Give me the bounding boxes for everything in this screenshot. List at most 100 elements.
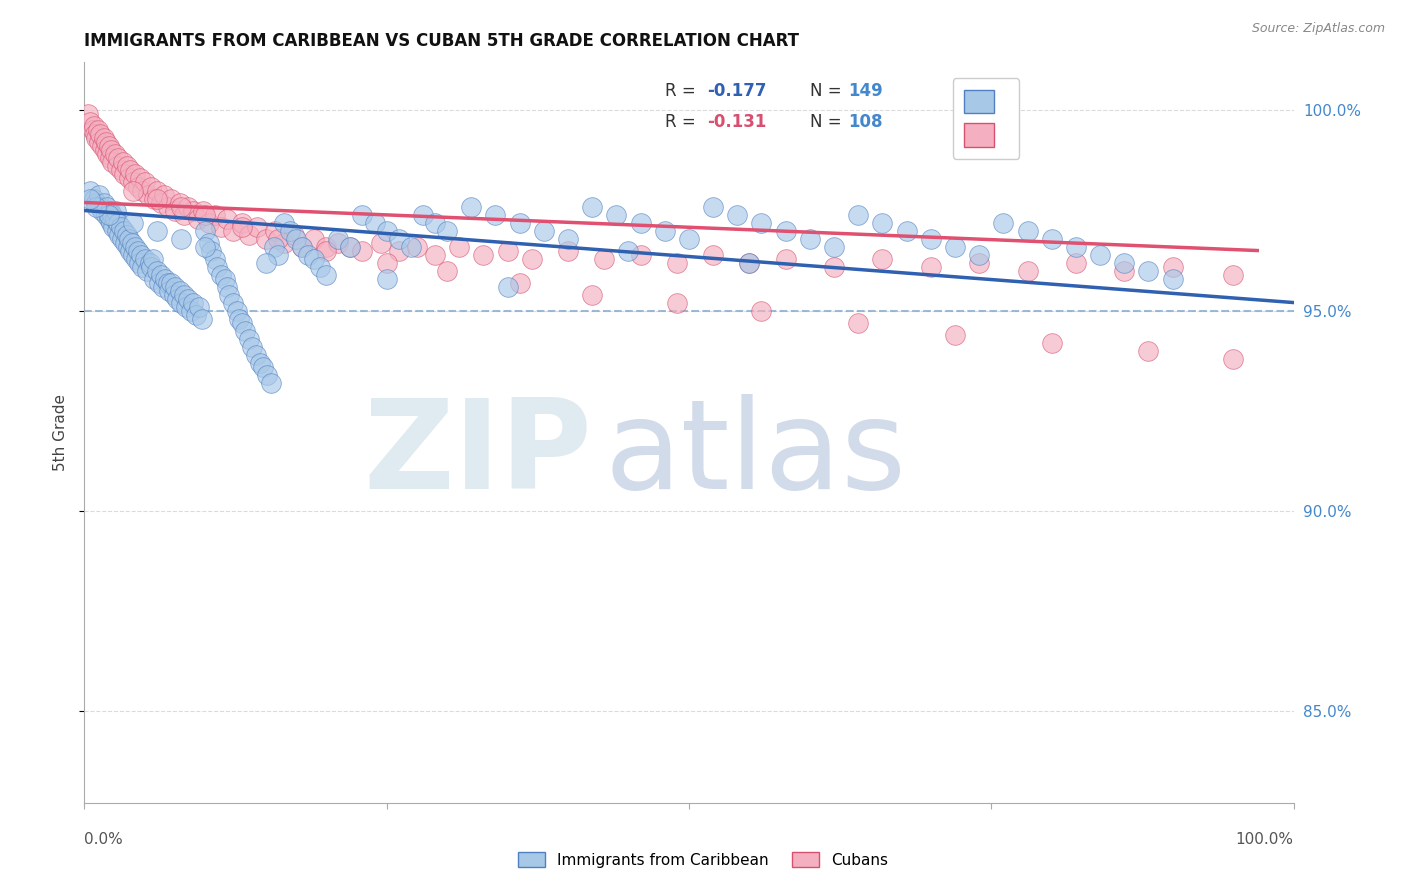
Point [472, 247, 495, 261]
Point [557, 231, 579, 245]
Point [284, 231, 308, 245]
Point [702, 200, 724, 214]
Point [165, 203, 187, 218]
Point [152, 279, 174, 293]
Point [100, 215, 122, 229]
Point [104, 147, 127, 161]
Point [291, 239, 314, 253]
Point [225, 303, 247, 318]
Text: atlas: atlas [605, 394, 907, 516]
Text: N =: N = [810, 112, 841, 130]
Point [249, 355, 271, 369]
Point [252, 359, 274, 374]
Point [1017, 223, 1039, 237]
Legend: Immigrants from Caribbean, Cubans: Immigrants from Caribbean, Cubans [512, 846, 894, 873]
Point [423, 247, 446, 261]
Point [1137, 263, 1160, 277]
Point [557, 244, 579, 258]
Point [173, 207, 195, 221]
Point [156, 200, 179, 214]
Point [79, 192, 101, 206]
Point [93, 195, 115, 210]
Point [509, 215, 531, 229]
Point [231, 215, 253, 229]
Point [157, 284, 180, 298]
Point [388, 231, 411, 245]
Point [146, 263, 169, 277]
Point [82, 123, 104, 137]
Point [142, 252, 165, 266]
Point [654, 223, 676, 237]
Point [920, 260, 942, 274]
Point [97, 207, 120, 221]
Point [204, 207, 226, 221]
Point [209, 268, 232, 282]
Point [105, 223, 128, 237]
Point [218, 287, 240, 301]
Point [406, 239, 429, 253]
Point [775, 252, 797, 266]
Point [120, 163, 142, 178]
Point [593, 252, 616, 266]
Point [775, 223, 797, 237]
Point [328, 231, 350, 245]
Point [581, 287, 603, 301]
Point [228, 311, 250, 326]
Point [93, 131, 115, 145]
Point [115, 160, 138, 174]
Point [143, 192, 166, 206]
Point [896, 223, 918, 237]
Point [207, 260, 229, 274]
Point [174, 300, 197, 314]
Point [605, 207, 627, 221]
Text: 149: 149 [849, 81, 883, 100]
Point [149, 195, 172, 210]
Point [1088, 247, 1111, 261]
Point [194, 223, 217, 237]
Point [129, 171, 152, 186]
Point [665, 255, 688, 269]
Point [101, 155, 124, 169]
Point [943, 327, 966, 342]
Point [315, 268, 337, 282]
Point [169, 284, 191, 298]
Point [1222, 351, 1244, 366]
Point [302, 252, 325, 266]
Text: R =: R = [665, 112, 696, 130]
Point [87, 136, 110, 150]
Point [259, 376, 281, 390]
Point [412, 207, 434, 221]
Point [254, 231, 277, 245]
Point [1114, 263, 1136, 277]
Point [399, 239, 422, 253]
Point [98, 203, 121, 218]
Point [273, 235, 295, 250]
Point [352, 207, 374, 221]
Point [1161, 271, 1184, 285]
Point [136, 263, 159, 277]
Point [170, 295, 193, 310]
Point [86, 195, 108, 210]
Point [375, 255, 398, 269]
Point [148, 276, 170, 290]
Point [97, 139, 120, 153]
Point [128, 255, 150, 269]
Point [124, 168, 146, 182]
Point [160, 276, 183, 290]
Point [84, 128, 107, 142]
Point [846, 207, 869, 221]
Point [283, 227, 305, 242]
Point [163, 287, 186, 301]
Point [177, 200, 200, 214]
Point [111, 231, 134, 245]
Point [264, 223, 287, 237]
Point [302, 231, 325, 245]
Point [484, 207, 506, 221]
Point [273, 215, 295, 229]
Point [139, 179, 162, 194]
Point [170, 231, 193, 245]
Point [134, 252, 156, 266]
Point [105, 160, 128, 174]
Point [131, 184, 153, 198]
Point [194, 207, 217, 221]
